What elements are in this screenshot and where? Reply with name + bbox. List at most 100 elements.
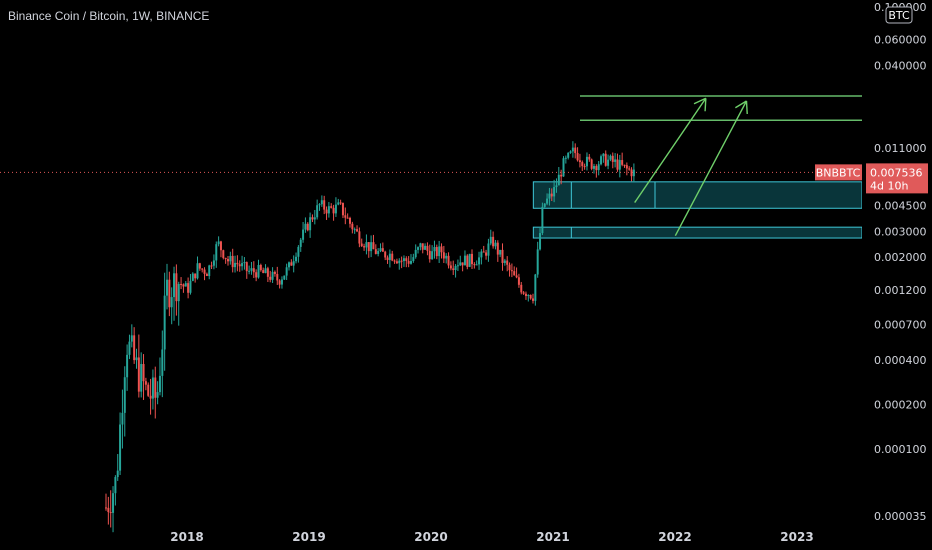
candle-up <box>177 283 180 302</box>
candle-down <box>266 268 269 277</box>
candle-up <box>140 364 143 392</box>
candle-up <box>489 236 492 244</box>
candle-up <box>123 377 126 413</box>
y-tick-label: 0.003000 <box>874 225 927 238</box>
candle-down <box>576 153 579 161</box>
candle-down <box>560 174 563 177</box>
y-tick-label: 0.000100 <box>874 443 927 456</box>
candle-down <box>349 217 351 224</box>
candle-up <box>241 263 244 267</box>
candle-up <box>161 349 164 376</box>
candle-up <box>151 377 154 399</box>
candle-down <box>255 272 258 278</box>
price-axis: 0.1000000.0600000.0400000.0110000.004500… <box>815 0 932 526</box>
candle-down <box>492 236 495 247</box>
candle-up <box>229 255 232 262</box>
candle-down <box>524 293 527 297</box>
support-zone <box>532 181 863 209</box>
candle-down <box>391 253 394 261</box>
candle-up <box>567 152 570 158</box>
candle-up <box>546 198 549 204</box>
x-tick-label: 2021 <box>536 530 569 544</box>
candle-down <box>590 159 593 169</box>
candle-down <box>381 248 384 252</box>
candle-down <box>201 268 204 270</box>
candle-down <box>447 255 450 266</box>
candle-down <box>363 246 366 248</box>
candle-down <box>356 229 359 232</box>
price-axis-bg <box>862 0 932 526</box>
candle-down <box>522 292 525 294</box>
candle-down <box>346 217 349 219</box>
candle-up <box>334 204 337 214</box>
candle-up <box>353 229 356 231</box>
candle-down <box>351 223 354 230</box>
candle-up <box>433 247 436 252</box>
candle-down <box>581 162 584 167</box>
x-tick-label: 2018 <box>170 530 203 544</box>
candle-up <box>431 251 434 260</box>
candle-down <box>513 271 516 276</box>
candle-down <box>595 166 598 171</box>
candle-up <box>285 267 288 276</box>
candle-down <box>180 283 183 285</box>
candle-down <box>616 159 619 170</box>
candle-down <box>395 261 398 264</box>
candle-up <box>250 268 253 271</box>
candle-down <box>407 260 410 264</box>
candle-down <box>449 265 452 269</box>
x-tick-label: 2022 <box>658 530 691 544</box>
x-tick-label: 2019 <box>292 530 325 544</box>
candle-up <box>602 153 605 157</box>
candle-down <box>405 258 408 261</box>
candle-up <box>126 354 129 378</box>
candle-down <box>393 260 396 262</box>
candle-down <box>144 381 147 385</box>
candle-down <box>278 280 281 285</box>
candle-down <box>471 253 473 265</box>
candle-down <box>628 168 631 170</box>
candle-up <box>234 262 237 268</box>
candle-down <box>520 284 523 293</box>
candle-up <box>499 249 502 255</box>
arrow-head <box>745 100 748 115</box>
candle-down <box>374 249 377 254</box>
candle-down <box>532 298 534 301</box>
candle-down <box>550 193 553 197</box>
last-price-bg <box>866 163 928 194</box>
candle-down <box>461 262 464 266</box>
candle-countdown: 4d 10h <box>870 179 908 192</box>
candle-up <box>130 335 133 342</box>
candle-up <box>410 261 412 264</box>
candle-up <box>553 187 556 197</box>
arrows-layer <box>634 97 748 237</box>
candle-up <box>534 274 537 301</box>
candle-down <box>133 335 136 361</box>
candle-up <box>379 248 382 252</box>
projection-arrow <box>674 100 748 237</box>
candle-up <box>313 217 316 220</box>
candle-up <box>564 157 567 159</box>
candle-up <box>480 251 483 258</box>
candle-down <box>210 265 213 267</box>
candle-down <box>384 251 387 258</box>
candle-up <box>454 265 457 271</box>
y-tick-label: 0.011000 <box>874 142 927 155</box>
candle-down <box>578 160 581 163</box>
y-tick-label: 0.000200 <box>874 399 927 412</box>
symbol-tag: BNBBTC <box>816 166 861 179</box>
candle-up <box>562 158 565 177</box>
candle-down <box>386 257 389 260</box>
candle-down <box>231 255 234 268</box>
candle-up <box>593 166 595 169</box>
candle-up <box>541 206 544 234</box>
candle-down <box>205 273 208 277</box>
candle-down <box>306 223 309 231</box>
candle-down <box>198 263 201 269</box>
candle-down <box>276 273 279 281</box>
candle-up <box>555 185 558 188</box>
candle-up <box>419 243 422 248</box>
candle-down <box>224 257 227 260</box>
arrow-head <box>693 97 707 105</box>
